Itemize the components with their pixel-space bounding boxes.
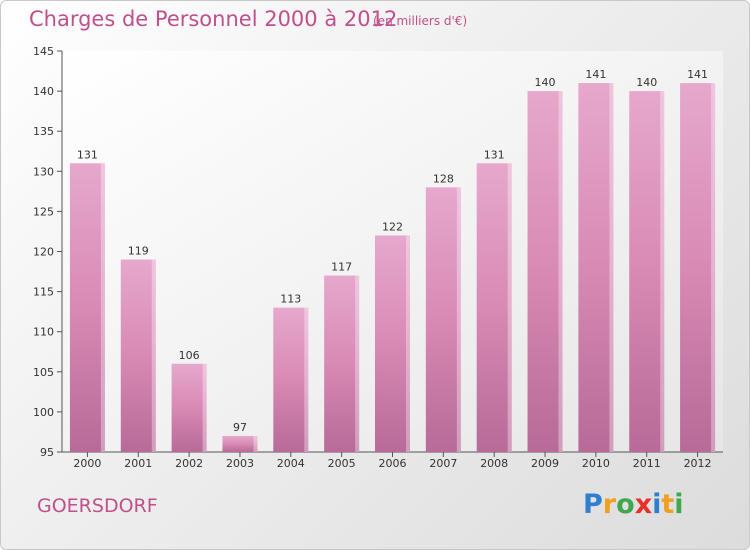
bar-value-label: 141 [687, 68, 708, 81]
bar-value-label: 140 [535, 76, 556, 89]
y-tick-label: 125 [33, 205, 54, 218]
bar-highlight [253, 435, 258, 452]
bar [324, 275, 360, 452]
bar-value-label: 131 [77, 148, 98, 161]
bar-highlight [304, 307, 309, 452]
y-tick-label: 140 [33, 85, 54, 98]
x-tick-label: 2003 [226, 457, 254, 470]
bar-highlight [711, 83, 716, 452]
bar-value-label: 113 [280, 293, 301, 306]
bar-highlight [507, 163, 512, 452]
y-tick-label: 145 [33, 45, 54, 58]
bar [273, 307, 309, 452]
bar-value-label: 140 [636, 76, 657, 89]
bar-highlight [456, 187, 461, 452]
x-tick-label: 2012 [684, 457, 712, 470]
bar-value-label: 117 [331, 261, 352, 274]
x-tick-label: 2009 [531, 457, 559, 470]
bar [375, 235, 410, 452]
logo-letter: t [661, 489, 675, 520]
bar-value-label: 141 [585, 68, 606, 81]
bar-value-label: 122 [382, 220, 403, 233]
bar-highlight [406, 235, 410, 452]
x-tick-label: 2010 [582, 457, 610, 470]
bar [629, 91, 665, 452]
bar [171, 363, 207, 452]
logo-letter: r [602, 489, 617, 520]
bar-highlight [355, 275, 360, 452]
bar-highlight [100, 163, 105, 452]
bar [120, 259, 156, 452]
logo-letter: i [674, 489, 684, 520]
x-tick-label: 2007 [429, 457, 457, 470]
bar-highlight [609, 83, 614, 452]
bar [69, 163, 105, 452]
bar-value-label: 106 [179, 349, 200, 362]
bar-highlight [660, 91, 665, 452]
y-tick-label: 115 [33, 286, 54, 299]
bar-highlight [558, 91, 563, 452]
x-tick-label: 2004 [277, 457, 305, 470]
bar-value-label: 128 [433, 172, 454, 185]
x-tick-label: 2001 [124, 457, 152, 470]
bar [425, 187, 461, 452]
chart-title: Charges de Personnel 2000 à 2012 [29, 7, 398, 31]
bar-highlight [151, 259, 156, 452]
y-tick-label: 95 [40, 446, 54, 459]
logo-letter: P [583, 489, 603, 520]
bar-value-label: 131 [484, 148, 505, 161]
bar [476, 163, 512, 452]
bar-value-label: 119 [128, 245, 149, 258]
y-tick-label: 100 [33, 406, 54, 419]
y-tick-label: 110 [33, 326, 54, 339]
proxiti-logo[interactable]: Proxiti [583, 489, 684, 520]
x-tick-label: 2005 [328, 457, 356, 470]
logo-letter: o [616, 489, 635, 520]
bar-value-label: 97 [233, 421, 247, 434]
y-tick-label: 120 [33, 246, 54, 259]
y-tick-label: 105 [33, 366, 54, 379]
bar [680, 83, 716, 452]
chart-subtitle: (en milliers d'€) [373, 14, 468, 28]
bar [222, 435, 258, 452]
x-tick-label: 2002 [175, 457, 203, 470]
bar-highlight [202, 363, 207, 452]
logo-letter: x [634, 489, 653, 520]
y-tick-label: 135 [33, 125, 54, 138]
bar [527, 91, 563, 452]
logo-letter: i [652, 489, 662, 520]
x-tick-label: 2000 [73, 457, 101, 470]
x-tick-label: 2006 [379, 457, 407, 470]
y-tick-label: 130 [33, 165, 54, 178]
bar [578, 83, 614, 452]
x-tick-label: 2008 [480, 457, 508, 470]
place-name: GOERSDORF [37, 495, 158, 517]
x-tick-label: 2011 [633, 457, 661, 470]
